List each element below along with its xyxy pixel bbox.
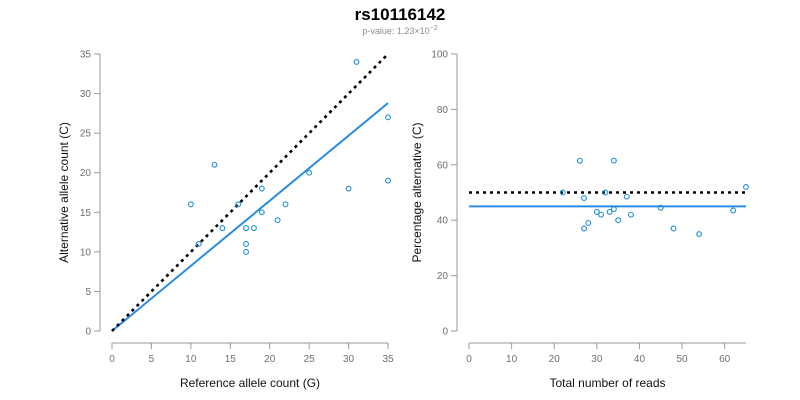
p-value-subtitle: p-value: 1.23×10−2 (362, 25, 437, 36)
y-tick-label: 30 (80, 89, 92, 100)
x-tick-label: 20 (549, 354, 561, 365)
y-tick-label: 0 (85, 327, 91, 338)
data-point (606, 208, 613, 215)
fitted-trend-line (111, 102, 389, 332)
data-point (657, 204, 664, 211)
y-tick-label: 20 (437, 271, 449, 282)
data-point (576, 157, 583, 164)
data-point (623, 193, 630, 200)
y-axis-title: Alternative allele count (C) (57, 122, 71, 263)
y-tick-label: 5 (85, 287, 91, 298)
data-point (743, 184, 749, 190)
data-point (559, 189, 566, 196)
x-tick-label: 30 (591, 354, 603, 365)
y-tick-label: 80 (437, 105, 449, 116)
data-point (610, 206, 617, 213)
data-point (598, 211, 605, 218)
x-tick-label: 0 (109, 354, 115, 365)
data-point (282, 201, 289, 208)
x-tick-label: 60 (719, 354, 731, 365)
data-point (585, 220, 592, 226)
p-value-prefix: p-value: (362, 26, 397, 36)
x-tick-label: 10 (506, 354, 518, 365)
data-point (187, 201, 194, 208)
x-tick-label: 5 (149, 354, 155, 365)
data-point (258, 185, 265, 192)
p-value-mantissa: 1.23 (397, 26, 415, 36)
data-point (730, 207, 737, 214)
p-value-base: 10 (420, 26, 430, 36)
data-point (353, 58, 360, 65)
allele-count-scatter-panel: 0 5 10 15 20 25 30 35 0 5 10 15 20 25 30 35 Reference al… (57, 50, 394, 391)
x-tick-label: 20 (264, 354, 276, 365)
x-axis-title: Total number of reads (549, 376, 665, 390)
data-point (696, 231, 703, 238)
y-tick-label: 20 (80, 168, 92, 179)
data-point (581, 225, 588, 232)
data-point (345, 185, 352, 192)
data-point (306, 169, 313, 176)
data-point (274, 217, 281, 224)
x-tick-label: 25 (304, 354, 316, 365)
x-axis-title: Reference allele count (G) (180, 376, 320, 390)
data-point (243, 240, 250, 247)
y-tick-label: 0 (442, 327, 448, 338)
x-tick-label: 35 (382, 354, 394, 365)
data-point (243, 248, 250, 255)
data-point (235, 201, 242, 208)
p-value-times: × (414, 26, 419, 36)
x-tick-label: 15 (225, 354, 237, 365)
x-tick-label: 50 (677, 354, 689, 365)
data-point (250, 225, 257, 232)
y-tick-label: 15 (80, 208, 92, 219)
y-tick-label: 60 (437, 160, 449, 171)
y-tick-label: 35 (80, 50, 92, 61)
data-point (615, 217, 622, 224)
y-tick-label: 25 (80, 129, 92, 140)
data-point (385, 177, 391, 184)
expected-reference-line (111, 53, 389, 332)
data-point (385, 114, 391, 121)
data-point (211, 161, 218, 168)
data-point (243, 225, 250, 232)
x-tick-label: 30 (343, 354, 355, 365)
y-axis-title: Percentage alternative (C) (410, 122, 424, 262)
percentage-alternative-panel: 0 20 40 60 80 100 0 10 20 30 40 50 60 Total number of… (410, 50, 749, 390)
data-point (195, 240, 202, 247)
data-point (670, 225, 677, 232)
x-tick-label: 0 (466, 354, 472, 365)
data-point (258, 209, 265, 216)
y-tick-label: 40 (437, 216, 449, 227)
y-tick-label: 100 (431, 50, 448, 61)
x-tick-label: 40 (634, 354, 646, 365)
x-tick-label: 10 (185, 354, 197, 365)
data-point (593, 208, 600, 215)
data-point (610, 157, 617, 164)
p-value-exponent: −2 (430, 25, 438, 32)
data-point (219, 225, 226, 232)
y-tick-label: 10 (80, 247, 92, 258)
data-point (627, 211, 634, 218)
chart-title: rs10116142 (355, 5, 446, 24)
data-point (602, 189, 609, 196)
data-point (581, 195, 588, 201)
